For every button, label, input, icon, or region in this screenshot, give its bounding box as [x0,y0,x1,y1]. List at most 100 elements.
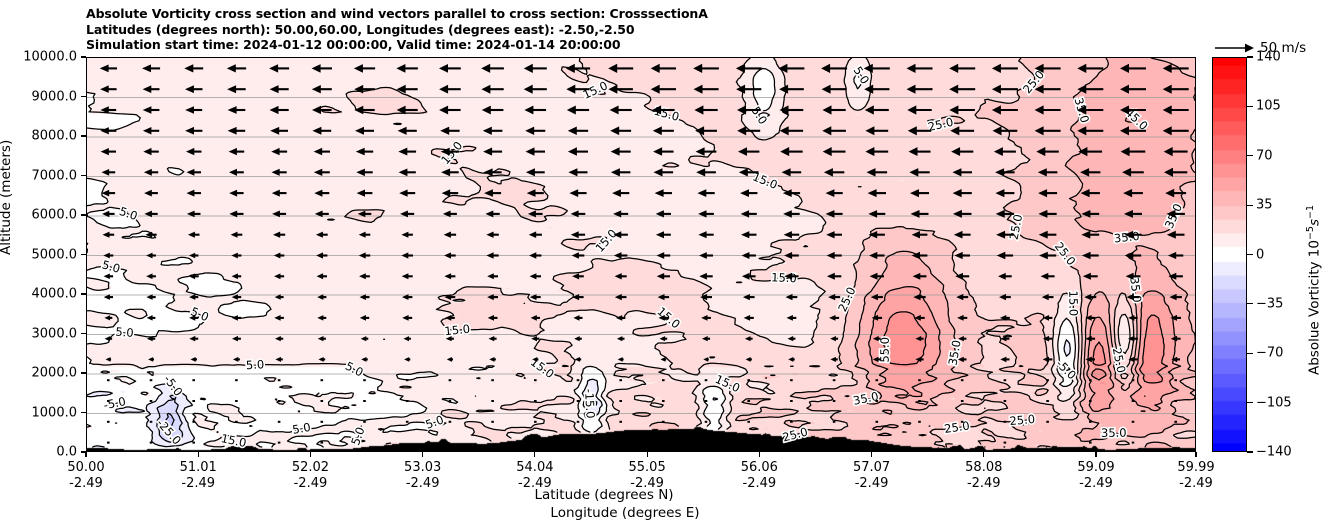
wind-vector-arrow [1123,189,1143,198]
wind-vector-arrow [1162,84,1189,94]
contour-label: 15.0 [652,104,680,124]
x-tick-label: 51.01 -2.49 [180,460,217,491]
y-axis-label: Altitude (meters) [0,139,14,255]
y-tick-label: 8000.0 [31,128,78,144]
wind-vector-arrow [482,126,503,135]
x-tick-label: 55.05 -2.49 [629,460,666,491]
wind-vector-arrow [189,294,199,300]
contour-label: 35.0 [1101,426,1127,440]
wind-vector-arrow [567,147,588,156]
wind-vector-arrow [398,168,416,177]
wind-vector-arrow [318,357,326,362]
wind-vector-arrow [274,273,285,280]
wind-vector-arrow [1082,272,1098,280]
wind-vector-arrow [1040,272,1055,280]
wind-vector-arrow [186,210,201,218]
y-tick-label: 9000.0 [31,89,78,104]
colorbar-tick-label: 105 [1256,98,1281,114]
wind-vector-arrow [1123,210,1142,218]
wind-vector-arrow [402,315,413,321]
wind-vector-arrow [960,400,964,402]
wind-vector-arrow [363,400,366,402]
wind-vector-arrow [1163,147,1188,157]
wind-vector-arrow [192,420,195,423]
wind-vector-arrow [143,147,159,156]
wind-vector-arrow [186,147,202,156]
wind-vector-arrow [574,357,582,362]
x-tick-latitude: 55.05 [628,460,666,475]
wind-vector-arrow [1042,356,1053,363]
wind-vector-arrow [187,231,200,238]
wind-vector-arrow [570,231,586,239]
wind-vector-arrow [1165,188,1187,198]
y-tick-label: 0.0 [56,444,77,460]
wind-vector-arrow [960,420,964,423]
wind-vector-arrow [704,420,708,423]
y-tick-mark [81,214,86,216]
wind-vector-arrow [314,210,329,218]
y-tick-label: 7000.0 [31,168,78,183]
wind-vector-arrow [489,357,496,362]
x-tick-mark [534,452,536,457]
colorbar-gradient [1213,58,1246,451]
wind-vector-arrow [910,210,929,218]
wind-vector-arrow [572,294,584,301]
contour-label: 5.0 [100,257,121,275]
colorbar-label: Absolue Vorticity 10−5s−1 [1305,205,1323,375]
wind-vector-arrow [149,420,153,423]
wind-vector-arrow [1077,126,1104,136]
wind-vector-arrow [741,252,756,259]
y-tick-mark [81,95,86,98]
contour-label: 5.0 [118,204,140,223]
wind-vector-arrow [915,336,924,342]
wind-vector-arrow [783,210,800,218]
wind-vector-arrow [316,252,328,259]
wind-vector-arrow [655,231,671,239]
wind-vector-arrow [1089,420,1092,423]
wind-vector-arrow [955,272,970,280]
wind-vector-arrow [999,315,1010,321]
x-tick-latitude: 54.04 [516,460,554,475]
wind-vector-arrow [695,147,717,156]
wind-vector-arrow [189,335,199,342]
wind-vector-arrow [271,189,287,197]
wind-vector-arrow [735,63,762,73]
wind-vector-arrow [653,168,674,177]
wind-vector-arrow [486,231,499,238]
wind-vector-arrow [1000,356,1010,363]
wind-vector-arrow [104,336,113,342]
wind-vector-arrow [779,84,804,94]
wind-vector-arrow [313,147,330,156]
wind-vector-arrow [524,105,547,115]
wind-vector-arrow [738,168,759,177]
wind-vector-arrow [226,64,247,73]
wind-vector-arrow [487,315,498,321]
contour-label: 5.0 [343,359,366,380]
wind-vector-arrow [995,168,1015,177]
wind-vector-arrow [355,147,374,156]
wind-vector-arrow [1120,63,1146,73]
y-tick-mark [81,372,86,374]
wind-vector-arrow [442,210,457,218]
colorbar-label-text: Absolue Vorticity 10 [1306,240,1323,375]
cross-section-plot[interactable]: -25.0 -25.0 -15.0 -15.0 -5.0 -5.0 -5.0 -5.0 -5.0… [86,57,1196,452]
wind-vector-arrow [403,336,411,342]
wind-vector-arrow [1081,230,1100,239]
wind-vector-arrow [233,356,240,362]
wind-vector-arrow [144,189,158,197]
wind-vector-arrow [227,106,246,114]
wind-vector-arrow [405,400,409,402]
wind-vector-arrow [312,126,332,135]
wind-vector-arrow [231,252,242,259]
wind-vector-arrow [398,147,417,156]
wind-vector-arrow [399,189,416,197]
contour-label: 35.0 [1127,276,1144,303]
wind-vector-arrow [998,272,1012,280]
x-tick-longitude: -2.49 [518,476,552,491]
wind-vector-arrow [269,64,290,73]
wind-vector-arrow [787,336,796,342]
wind-vector-arrow [576,420,580,423]
wind-vector-arrow [402,294,413,300]
wind-vector-arrow [439,64,461,73]
wind-vector-arrow [317,315,327,321]
